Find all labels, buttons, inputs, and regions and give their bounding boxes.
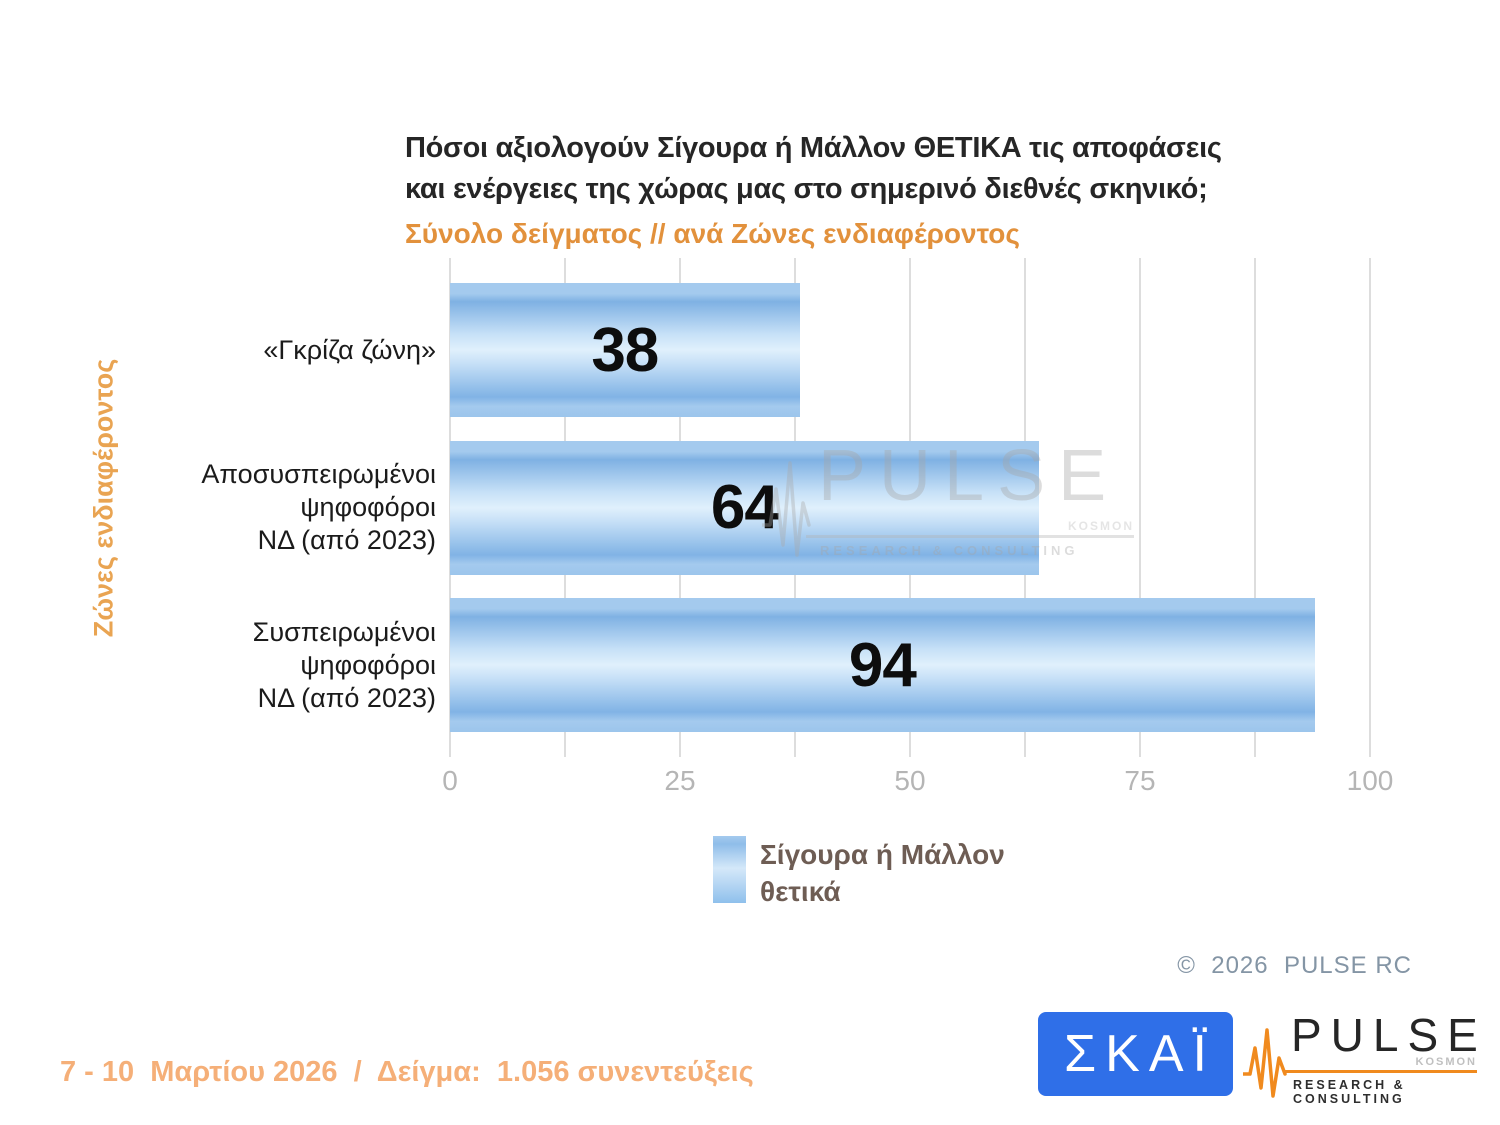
category-label: Αποσυσπειρωμένοι ψηφοφόροι ΝΔ (από 2023)	[201, 459, 436, 555]
x-tick-label: 50	[894, 765, 926, 796]
category-row: Αποσυσπειρωμένοι ψηφοφόροι ΝΔ (από 2023)	[140, 441, 436, 575]
pulse-logo-brand: KOSMON	[1415, 1056, 1477, 1068]
fieldwork-footer: 7 - 10 Μαρτίου 2026 / Δείγμα: 1.056 συνε…	[60, 1056, 754, 1088]
chart-subtitle: Σύνολο δείγματος // ανά Ζώνες ενδιαφέρον…	[405, 218, 1020, 249]
category-label: Συσπειρωμένοι ψηφοφόροι ΝΔ (από 2023)	[252, 616, 436, 713]
category-labels: «Γκρίζα ζώνη» Αποσυσπειρωμένοι ψηφοφόροι …	[140, 258, 436, 745]
category-row: «Γκρίζα ζώνη»	[140, 283, 436, 417]
skai-logo-text: ΣΚΑΪ	[1064, 1025, 1216, 1083]
bar-value-label: 38	[591, 315, 659, 385]
x-tick-label: 25	[664, 765, 696, 796]
chart-title-line-1: Πόσοι αξιολογούν Σίγουρα ή Μάλλον ΘΕΤΙΚΑ…	[405, 132, 1222, 164]
chart-legend: Σίγουρα ή Μάλλον θετικά	[713, 836, 1005, 910]
bar-Σίγουρα ή Μάλλον θετικά: 64	[450, 440, 1039, 575]
x-tick-label: 75	[1124, 765, 1156, 796]
category-label: «Γκρίζα ζώνη»	[263, 334, 436, 365]
pulse-logo: PULSE KOSMON RESEARCH & CONSULTING	[1243, 1008, 1478, 1106]
pulse-waveform-icon	[1243, 1028, 1287, 1098]
x-tick-label: 100	[1346, 765, 1394, 796]
pulse-logo-underline	[1283, 1070, 1477, 1073]
legend-swatch	[713, 836, 746, 903]
bar-Σίγουρα ή Μάλλον θετικά: 94	[450, 598, 1315, 732]
bar-Σίγουρα ή Μάλλον θετικά: 38	[450, 283, 800, 417]
chart-title-line-2: και ενέργειες της χώρας μας στο σημερινό…	[405, 173, 1208, 205]
skai-logo: ΣΚΑΪ	[1038, 1012, 1233, 1096]
bar-value-label: 94	[848, 630, 917, 700]
pulse-logo-tagline: RESEARCH & CONSULTING	[1293, 1078, 1406, 1106]
x-axis-tick-labels: 0 25 50 75 100	[442, 765, 1393, 805]
gridline	[1254, 258, 1256, 757]
gridline	[1369, 258, 1371, 757]
bar-value-label: 64	[710, 473, 779, 542]
pulse-logo-name: PULSE	[1291, 1009, 1487, 1061]
x-tick-label: 0	[442, 765, 458, 796]
category-row: Συσπειρωμένοι ψηφοφόροι ΝΔ (από 2023)	[140, 598, 436, 732]
gridline	[1139, 258, 1141, 757]
y-axis-label: Ζώνες ενδιαφέροντος	[88, 358, 119, 638]
chart-header: Πόσοι αξιολογούν Σίγουρα ή Μάλλον ΘΕΤΙΚΑ…	[405, 128, 1265, 251]
legend-label: Σίγουρα ή Μάλλον θετικά	[760, 839, 1005, 907]
copyright-text: © 2026 PULSE RC	[1177, 952, 1412, 979]
bar-chart-plot-area: 38 64 94	[449, 258, 1371, 757]
